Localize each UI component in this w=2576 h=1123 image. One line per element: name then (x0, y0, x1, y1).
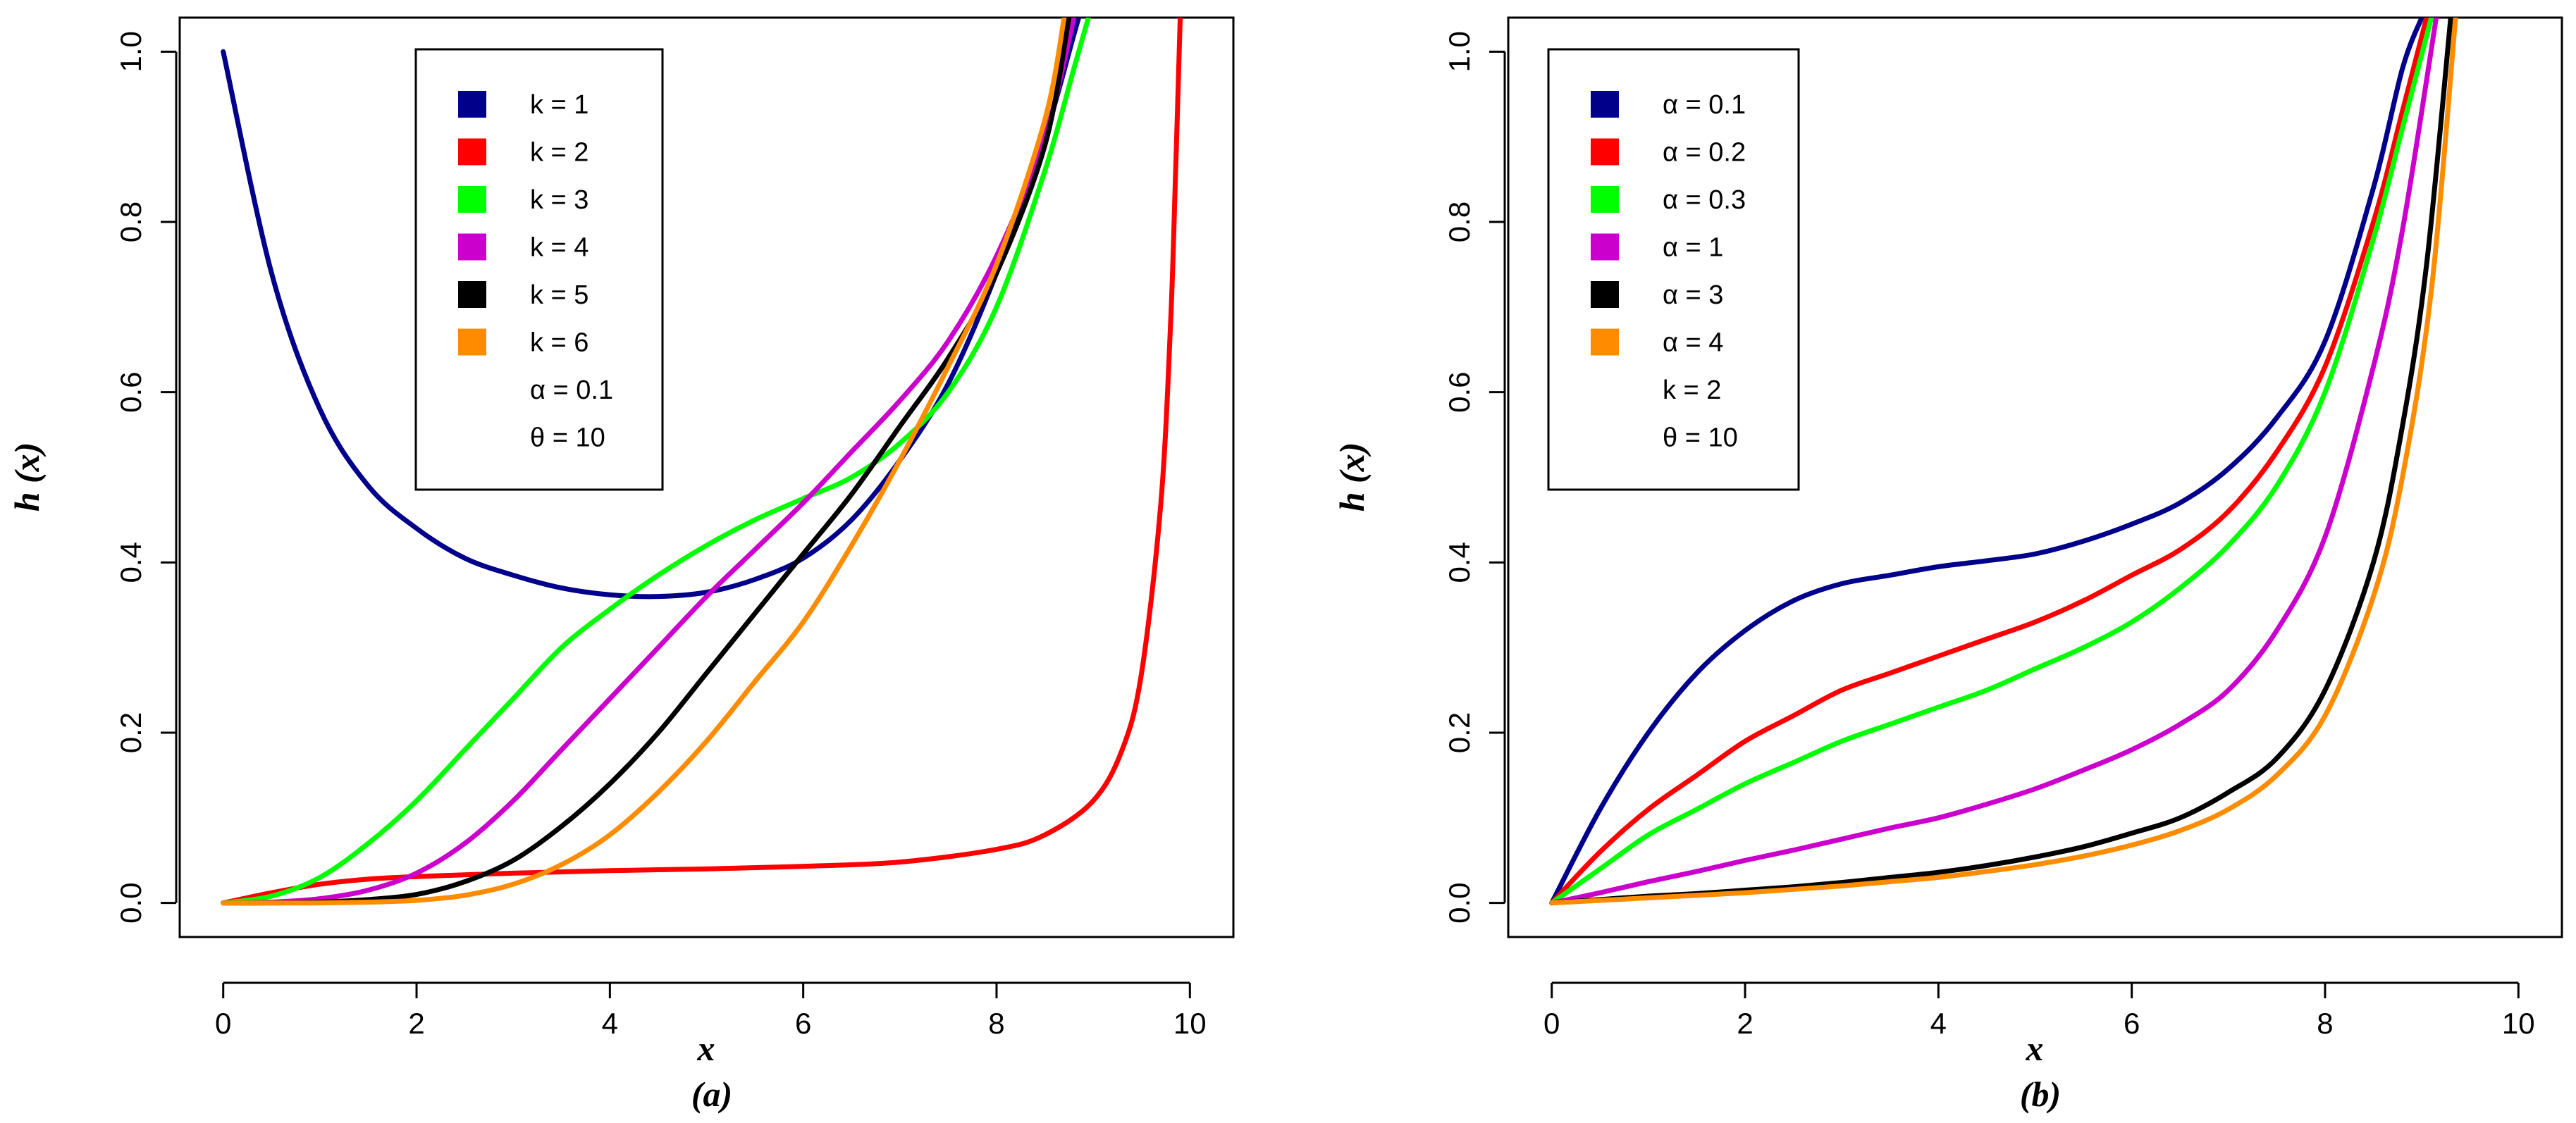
legend-label: α = 3 (1663, 280, 1723, 310)
x-tick-label: 6 (2124, 1007, 2140, 1040)
y-tick-label: 0.4 (1443, 542, 1476, 583)
legend-swatch (458, 281, 486, 308)
y-tick-label: 1.0 (1443, 31, 1476, 72)
y-axis: 0.0 0.2 0.4 0.6 0.8 1.0 (114, 31, 178, 924)
x-tick-label: 10 (1173, 1007, 1207, 1040)
legend-label: k = 1 (530, 90, 588, 120)
x-tick-label: 4 (602, 1007, 618, 1040)
y-tick-label: 0.8 (114, 201, 147, 242)
y-tick-label: 0.6 (114, 371, 147, 412)
x-axis: 0 2 4 6 8 10 (1543, 981, 2535, 1040)
legend-swatch (1591, 186, 1619, 213)
legend-parameter: k = 2 (1663, 376, 1721, 405)
panel-label: (a) (691, 1074, 732, 1114)
series-line (1549, 18, 2458, 906)
legend: α = 0.1 α = 0.2 α = 0.3 α = 1 α = 3 α = 4 k = … (1547, 48, 1800, 491)
series-line (1549, 18, 2434, 906)
y-tick-label: 0.0 (1443, 882, 1476, 923)
y-tick-label: 0.8 (1443, 201, 1476, 242)
legend-label: k = 5 (530, 280, 588, 310)
y-tick-label: 0.0 (114, 882, 147, 923)
legend-label: α = 1 (1663, 233, 1723, 263)
panel-a: 0 2 4 6 8 10 0.0 0.2 0.4 0.6 0.8 1.0 x h (x) (a) k… (7, 16, 1235, 1114)
y-tick-label: 0.2 (114, 712, 147, 753)
series-line (1549, 18, 2439, 906)
legend-parameter: α = 0.1 (530, 376, 613, 405)
legend-label: α = 4 (1663, 328, 1723, 358)
y-axis-label: h (x) (7, 442, 47, 512)
legend-parameter: θ = 10 (1663, 423, 1738, 453)
plot-frame (1507, 16, 2563, 938)
series-line (221, 18, 1067, 906)
series-lines (221, 18, 1183, 906)
legend-parameter: θ = 10 (530, 423, 605, 453)
series-line (1549, 18, 2424, 906)
legend-label: k = 4 (530, 233, 588, 263)
x-tick-label: 0 (1543, 1007, 1560, 1040)
legend-label: k = 3 (530, 185, 588, 215)
legend-swatch (1591, 233, 1619, 261)
legend-label: α = 0.1 (1663, 90, 1746, 120)
series-line (221, 18, 1091, 906)
series-line (221, 18, 1077, 906)
panel-label: (b) (2020, 1074, 2061, 1114)
legend-box (414, 48, 664, 491)
y-axis-label: h (x) (1332, 442, 1372, 512)
y-axis: 0.0 0.2 0.4 0.6 0.8 1.0 (1443, 31, 1506, 924)
legend-label: k = 6 (530, 328, 588, 358)
x-axis: 0 2 4 6 8 10 (215, 981, 1207, 1040)
legend-swatch (1591, 328, 1619, 356)
panel-b: 0 2 4 6 8 10 0.0 0.2 0.4 0.6 0.8 1.0 x h (x) (b) α… (1332, 16, 2563, 1114)
legend-box (1547, 48, 1800, 491)
y-tick-label: 1.0 (114, 31, 147, 72)
legend-label: k = 2 (530, 138, 588, 168)
x-tick-label: 4 (1930, 1007, 1947, 1040)
legend-swatch (458, 138, 486, 166)
x-tick-label: 2 (408, 1007, 424, 1040)
x-tick-label: 10 (2502, 1007, 2535, 1040)
y-tick-label: 0.6 (1443, 371, 1476, 412)
series-lines (1549, 18, 2458, 906)
legend-swatch (1591, 91, 1619, 118)
legend-label: α = 0.3 (1663, 185, 1746, 215)
plot-frame (178, 16, 1235, 938)
legend-swatch (458, 328, 486, 356)
legend-swatch (1591, 281, 1619, 308)
legend-swatch (458, 91, 486, 118)
y-tick-label: 0.2 (1443, 712, 1476, 753)
x-tick-label: 8 (2317, 1007, 2333, 1040)
legend-swatch (1591, 138, 1619, 166)
x-tick-label: 2 (1737, 1007, 1753, 1040)
legend-swatch (458, 233, 486, 261)
x-axis-label: x (697, 1029, 715, 1068)
series-line (1549, 18, 2429, 906)
x-tick-label: 0 (215, 1007, 231, 1040)
y-tick-label: 0.4 (114, 542, 147, 583)
x-axis-label: x (2026, 1029, 2044, 1068)
legend-swatch (458, 186, 486, 213)
legend: k = 1 k = 2 k = 3 k = 4 k = 5 k = 6 α = 0.1 θ =… (414, 48, 664, 491)
x-tick-label: 6 (795, 1007, 811, 1040)
legend-label: α = 0.2 (1663, 138, 1746, 168)
x-tick-label: 8 (988, 1007, 1004, 1040)
